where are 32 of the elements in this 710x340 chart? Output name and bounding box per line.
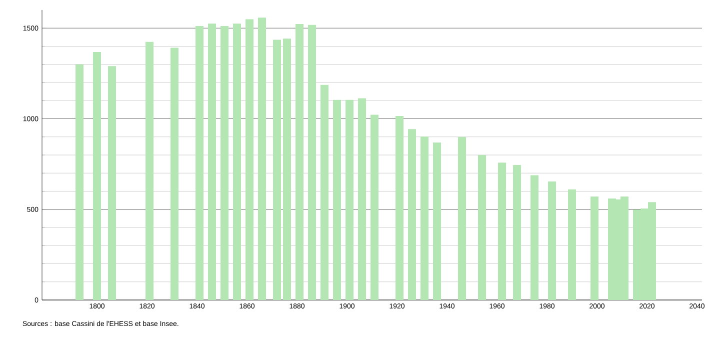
bar [568,189,576,300]
bar [146,42,154,300]
bar [548,181,556,300]
bar [273,40,282,300]
bar [590,196,598,300]
bar [258,18,266,300]
bar [93,52,102,300]
bar [233,24,242,300]
bar [76,64,84,300]
bar [170,48,179,300]
bar [108,66,116,300]
bar [346,100,354,300]
bar [370,114,378,300]
bar [296,24,304,300]
bar [196,26,204,300]
bar [408,129,416,300]
bar [308,24,316,300]
bar [320,84,329,300]
bar [513,164,521,300]
bar [246,19,254,300]
bar [498,162,506,300]
bar [478,154,486,300]
bar [283,38,292,300]
bar [358,98,366,300]
bar [208,24,216,300]
bar [433,142,441,300]
bar [396,116,404,300]
bar [220,26,229,300]
bar [333,100,342,300]
bar [530,175,538,300]
bar [420,136,428,300]
bar [458,136,466,300]
